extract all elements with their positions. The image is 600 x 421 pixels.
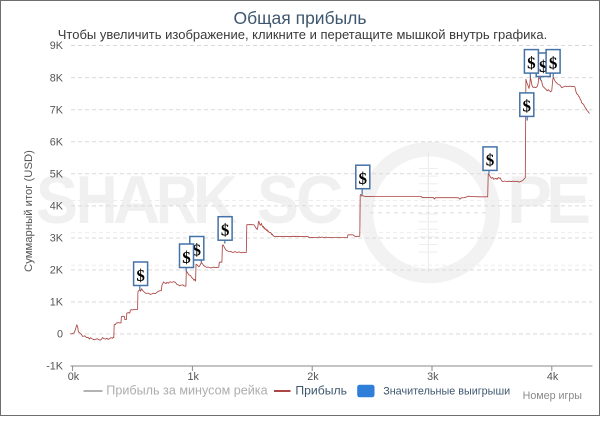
svg-text:2K: 2K bbox=[50, 265, 64, 277]
svg-text:$: $ bbox=[359, 169, 368, 188]
svg-text:2k: 2k bbox=[307, 371, 319, 383]
svg-text:$: $ bbox=[486, 151, 495, 170]
svg-text:6K: 6K bbox=[50, 137, 64, 149]
svg-text:S: S bbox=[257, 162, 299, 238]
svg-text:5K: 5K bbox=[50, 169, 64, 181]
svg-text:1k: 1k bbox=[187, 371, 199, 383]
svg-text:Прибыль за минусом рейка: Прибыль за минусом рейка bbox=[106, 384, 267, 398]
svg-text:0k: 0k bbox=[68, 371, 80, 383]
svg-text:Чтобы увеличить изображение, к: Чтобы увеличить изображение, кликните и … bbox=[58, 27, 547, 42]
svg-text:Номер игры: Номер игры bbox=[523, 390, 582, 402]
svg-text:Общая прибыль: Общая прибыль bbox=[233, 8, 366, 28]
svg-text:1K: 1K bbox=[50, 297, 64, 309]
svg-text:0: 0 bbox=[57, 329, 63, 341]
svg-text:$: $ bbox=[549, 53, 558, 72]
svg-text:$: $ bbox=[539, 57, 548, 76]
svg-text:$: $ bbox=[523, 97, 532, 116]
svg-text:S: S bbox=[36, 162, 78, 238]
svg-text:9K: 9K bbox=[50, 40, 64, 52]
svg-text:Суммарный итог (USD): Суммарный итог (USD) bbox=[23, 150, 35, 272]
svg-text:Прибыль: Прибыль bbox=[295, 384, 347, 398]
svg-text:Значительные выигрыши: Значительные выигрыши bbox=[383, 386, 510, 398]
svg-text:8K: 8K bbox=[50, 72, 64, 84]
svg-text:$: $ bbox=[193, 240, 202, 259]
svg-text:-1K: -1K bbox=[46, 361, 64, 373]
svg-text:3k: 3k bbox=[427, 371, 439, 383]
svg-text:7K: 7K bbox=[50, 104, 64, 116]
svg-text:4K: 4K bbox=[50, 201, 64, 213]
svg-text:3K: 3K bbox=[50, 233, 64, 245]
svg-text:$: $ bbox=[527, 53, 536, 72]
svg-text:H: H bbox=[76, 163, 117, 238]
svg-text:4k: 4k bbox=[547, 371, 559, 383]
svg-text:$: $ bbox=[221, 220, 230, 239]
svg-text:$: $ bbox=[182, 248, 191, 267]
svg-text:$: $ bbox=[136, 266, 145, 285]
